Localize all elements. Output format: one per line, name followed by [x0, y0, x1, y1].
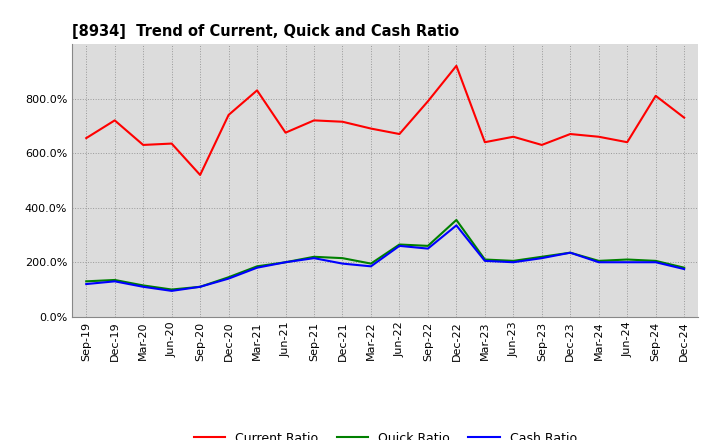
Cash Ratio: [253, 265, 261, 270]
Cash Ratio: [167, 288, 176, 293]
Quick Ratio: [338, 256, 347, 261]
Current Ratio: [623, 139, 631, 145]
Current Ratio: [139, 142, 148, 147]
Cash Ratio: [595, 260, 603, 265]
Cash Ratio: [196, 284, 204, 290]
Current Ratio: [395, 132, 404, 137]
Quick Ratio: [423, 243, 432, 249]
Cash Ratio: [423, 246, 432, 251]
Current Ratio: [82, 136, 91, 141]
Cash Ratio: [395, 243, 404, 249]
Quick Ratio: [623, 257, 631, 262]
Quick Ratio: [282, 260, 290, 265]
Current Ratio: [652, 93, 660, 99]
Current Ratio: [452, 63, 461, 69]
Cash Ratio: [509, 260, 518, 265]
Cash Ratio: [139, 284, 148, 290]
Cash Ratio: [680, 266, 688, 271]
Cash Ratio: [480, 258, 489, 264]
Quick Ratio: [139, 283, 148, 288]
Quick Ratio: [167, 287, 176, 292]
Current Ratio: [167, 141, 176, 146]
Quick Ratio: [253, 264, 261, 269]
Cash Ratio: [537, 256, 546, 261]
Current Ratio: [509, 134, 518, 139]
Quick Ratio: [509, 258, 518, 264]
Quick Ratio: [82, 279, 91, 284]
Cash Ratio: [338, 261, 347, 266]
Quick Ratio: [595, 258, 603, 264]
Current Ratio: [282, 130, 290, 136]
Cash Ratio: [310, 256, 318, 261]
Text: [8934]  Trend of Current, Quick and Cash Ratio: [8934] Trend of Current, Quick and Cash …: [72, 24, 459, 39]
Current Ratio: [253, 88, 261, 93]
Quick Ratio: [110, 277, 119, 282]
Current Ratio: [595, 134, 603, 139]
Current Ratio: [225, 112, 233, 117]
Cash Ratio: [366, 264, 375, 269]
Current Ratio: [310, 118, 318, 123]
Current Ratio: [366, 126, 375, 131]
Quick Ratio: [366, 261, 375, 266]
Current Ratio: [537, 142, 546, 147]
Quick Ratio: [566, 250, 575, 255]
Line: Cash Ratio: Cash Ratio: [86, 225, 684, 291]
Cash Ratio: [110, 279, 119, 284]
Cash Ratio: [282, 260, 290, 265]
Cash Ratio: [452, 223, 461, 228]
Cash Ratio: [623, 260, 631, 265]
Quick Ratio: [310, 254, 318, 260]
Quick Ratio: [196, 284, 204, 290]
Cash Ratio: [566, 250, 575, 255]
Cash Ratio: [652, 260, 660, 265]
Quick Ratio: [537, 254, 546, 260]
Quick Ratio: [680, 265, 688, 270]
Current Ratio: [566, 132, 575, 137]
Cash Ratio: [225, 276, 233, 281]
Line: Current Ratio: Current Ratio: [86, 66, 684, 175]
Quick Ratio: [395, 242, 404, 247]
Current Ratio: [423, 99, 432, 104]
Quick Ratio: [480, 257, 489, 262]
Current Ratio: [338, 119, 347, 125]
Quick Ratio: [652, 258, 660, 264]
Current Ratio: [110, 118, 119, 123]
Quick Ratio: [225, 275, 233, 280]
Quick Ratio: [452, 217, 461, 223]
Current Ratio: [680, 115, 688, 120]
Line: Quick Ratio: Quick Ratio: [86, 220, 684, 290]
Cash Ratio: [82, 282, 91, 287]
Current Ratio: [480, 139, 489, 145]
Legend: Current Ratio, Quick Ratio, Cash Ratio: Current Ratio, Quick Ratio, Cash Ratio: [189, 427, 582, 440]
Current Ratio: [196, 172, 204, 178]
